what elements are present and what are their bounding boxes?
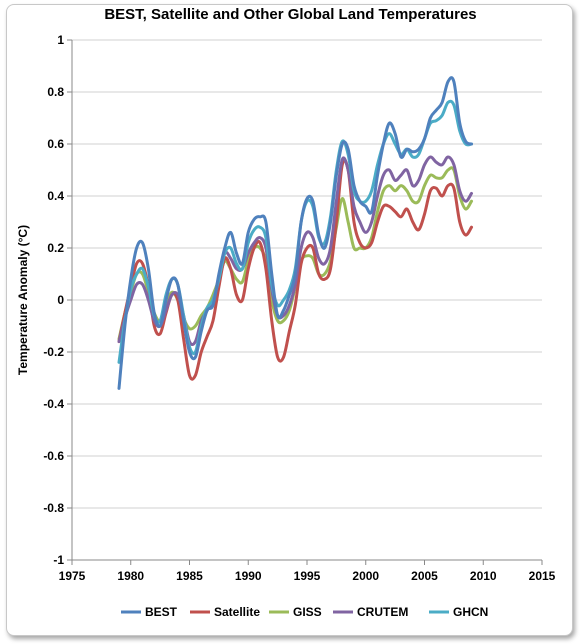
- chart-card: [6, 4, 573, 636]
- y-tick-label: 1: [57, 33, 64, 47]
- y-tick-label: 0.6: [47, 137, 64, 151]
- x-tick-label: 1975: [59, 569, 86, 583]
- legend-label-ghcn: GHCN: [453, 605, 488, 619]
- y-tick-label: 0.4: [47, 189, 64, 203]
- series-lines: [117, 76, 473, 390]
- y-axis-label: Temperature Anomaly (°C): [16, 225, 30, 375]
- x-tick-label: 1985: [176, 569, 203, 583]
- x-tick-label: 2010: [470, 569, 497, 583]
- series-line-crutem: [117, 155, 473, 347]
- series-line-giss: [117, 166, 473, 341]
- x-tick-label: 2015: [529, 569, 556, 583]
- y-tick-label: 0.8: [47, 85, 64, 99]
- y-tick-label: 0: [57, 293, 64, 307]
- x-tick-label: 1995: [294, 569, 321, 583]
- x-tick-label: 2000: [352, 569, 379, 583]
- legend-label-crutem: CRUTEM: [357, 605, 408, 619]
- legend-label-best: BEST: [145, 605, 178, 619]
- y-tick-label: 0.2: [47, 241, 64, 255]
- y-tick-label: -0.8: [43, 501, 64, 515]
- y-tick-label: -0.6: [43, 449, 64, 463]
- series-line-best: [117, 76, 473, 390]
- y-tick-labels: 1 0.8 0.6 0.4 0.2 0 -0.2 -0.4 -0.6 -0.8 -1: [43, 33, 72, 567]
- x-tick-label: 1990: [235, 569, 262, 583]
- x-tick-labels: 1975 1980 1985 1990 1995 2000 2005 2010 2015: [59, 560, 556, 583]
- x-tick-label: 2005: [411, 569, 438, 583]
- series-line-ghcn: [117, 99, 473, 364]
- legend-label-satellite: Satellite: [214, 605, 260, 619]
- x-tick-label: 1980: [117, 569, 144, 583]
- y-tick-label: -0.2: [43, 345, 64, 359]
- y-tick-label: -1: [53, 553, 64, 567]
- chart-title: BEST, Satellite and Other Global Land Te…: [104, 6, 477, 23]
- legend: BEST Satellite GISS CRUTEM GHCN: [121, 605, 488, 619]
- series-line-satellite: [117, 158, 473, 381]
- legend-label-giss: GISS: [293, 605, 322, 619]
- y-tick-label: -0.4: [43, 397, 64, 411]
